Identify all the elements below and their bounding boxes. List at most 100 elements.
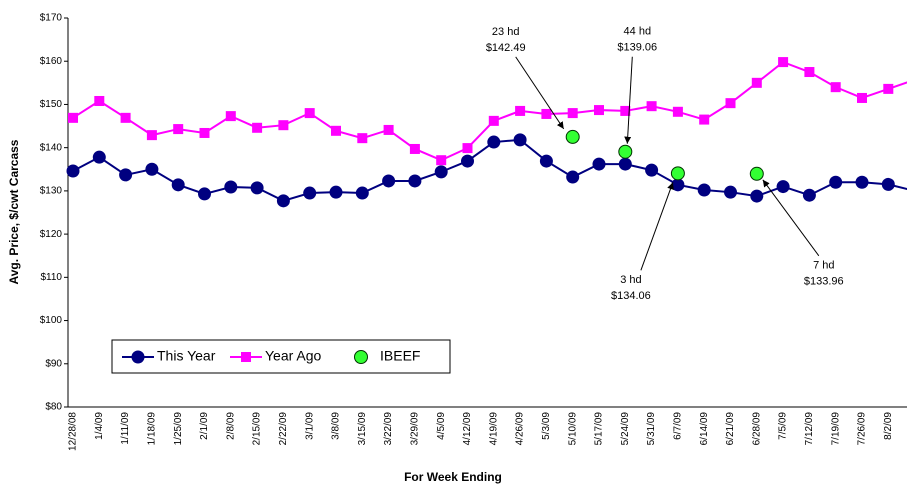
x-tick-label: 3/1/09: [304, 412, 315, 440]
x-tick-label: 2/15/09: [252, 412, 263, 446]
x-tick-label: 3/29/09: [410, 412, 421, 446]
point: [409, 143, 420, 154]
x-tick-label: 7/12/09: [804, 412, 815, 446]
point: [802, 188, 816, 202]
x-tick-label: 1/25/09: [173, 412, 184, 446]
x-tick-label: 6/14/09: [699, 412, 710, 446]
point: [357, 133, 368, 144]
legend-label: Year Ago: [265, 348, 322, 364]
x-tick-label: 12/28/08: [68, 412, 79, 451]
point: [276, 194, 290, 208]
point: [145, 162, 159, 176]
x-tick-label: 4/26/09: [515, 412, 526, 446]
legend-label: IBEEF: [380, 348, 420, 364]
x-tick-label: 5/17/09: [594, 412, 605, 446]
y-tick-label: $170: [40, 13, 63, 24]
point: [804, 67, 815, 78]
x-tick-label: 1/11/09: [120, 412, 131, 445]
x-tick-label: 7/5/09: [778, 412, 789, 440]
point: [252, 122, 263, 133]
x-tick-label: 3/8/09: [331, 412, 342, 440]
point: [618, 157, 632, 171]
point: [66, 164, 80, 178]
point: [699, 114, 710, 125]
point: [751, 77, 762, 88]
annotation-arrow: [640, 182, 674, 271]
y-tick-label: $140: [40, 142, 63, 153]
x-tick-label: 4/12/09: [462, 412, 473, 446]
point: [672, 106, 683, 117]
annotation-arrow: [624, 56, 633, 144]
x-tick-label: 7/19/09: [830, 412, 841, 446]
point: [567, 108, 578, 119]
y-tick-label: $120: [40, 229, 63, 240]
point: [857, 92, 867, 103]
legend-marker: [241, 352, 251, 362]
x-tick-label: 5/31/09: [646, 412, 657, 446]
point: [408, 174, 422, 188]
point: [171, 178, 185, 192]
point: [278, 120, 289, 131]
annotation-value: $134.06: [611, 290, 651, 302]
annotation-arrow: [515, 56, 565, 130]
point: [646, 101, 657, 112]
point: [119, 168, 133, 182]
x-tick-label: 2/1/09: [199, 412, 210, 440]
x-tick-label: 1/18/09: [147, 412, 158, 446]
point: [670, 166, 685, 181]
legend-marker: [354, 350, 368, 364]
x-tick-label: 3/15/09: [357, 412, 368, 446]
annotation-head: 44 hd: [624, 26, 652, 38]
point: [199, 127, 210, 138]
point: [883, 83, 894, 94]
x-tick-label: 5/10/09: [567, 412, 578, 446]
x-tick-label: 2/8/09: [225, 412, 236, 440]
legend-marker: [131, 350, 145, 364]
point: [487, 135, 501, 149]
annotation-head: 7 hd: [813, 260, 834, 272]
point: [383, 124, 394, 135]
x-tick-label: 1/4/09: [94, 412, 105, 440]
point: [173, 124, 184, 135]
point: [594, 105, 604, 116]
point: [488, 115, 499, 126]
point: [434, 165, 448, 179]
point: [592, 157, 606, 171]
point: [198, 187, 211, 201]
point: [331, 125, 341, 136]
y-axis-title: Avg. Price, $/cwt Carcass: [7, 139, 21, 284]
y-tick-label: $150: [40, 99, 63, 110]
y-tick-label: $90: [45, 358, 62, 369]
point: [618, 144, 633, 159]
x-tick-label: 6/7/09: [673, 412, 684, 440]
point: [224, 180, 238, 194]
point: [304, 108, 315, 119]
x-tick-label: 6/28/09: [751, 412, 762, 446]
point: [829, 175, 843, 189]
point: [329, 185, 343, 199]
point: [566, 170, 580, 184]
point: [303, 186, 317, 200]
point: [225, 111, 236, 122]
x-tick-label: 2/22/09: [278, 412, 289, 446]
x-tick-label: 3/22/09: [383, 412, 394, 446]
point: [776, 180, 790, 194]
x-axis-title: For Week Ending: [404, 470, 502, 484]
point: [645, 163, 659, 177]
point: [565, 129, 580, 144]
point: [855, 175, 869, 189]
annotation-value: $133.96: [804, 276, 844, 288]
legend-label: This Year: [157, 348, 216, 364]
annotation-head: 3 hd: [620, 274, 641, 286]
point: [541, 108, 552, 119]
point: [750, 189, 764, 203]
annotation-arrow: [762, 179, 820, 257]
annotation-value: $142.49: [486, 42, 526, 54]
point: [513, 133, 527, 147]
point: [68, 112, 78, 123]
y-tick-label: $80: [45, 402, 62, 413]
point: [146, 130, 157, 141]
x-tick-label: 7/26/09: [857, 412, 868, 446]
point: [724, 185, 737, 199]
